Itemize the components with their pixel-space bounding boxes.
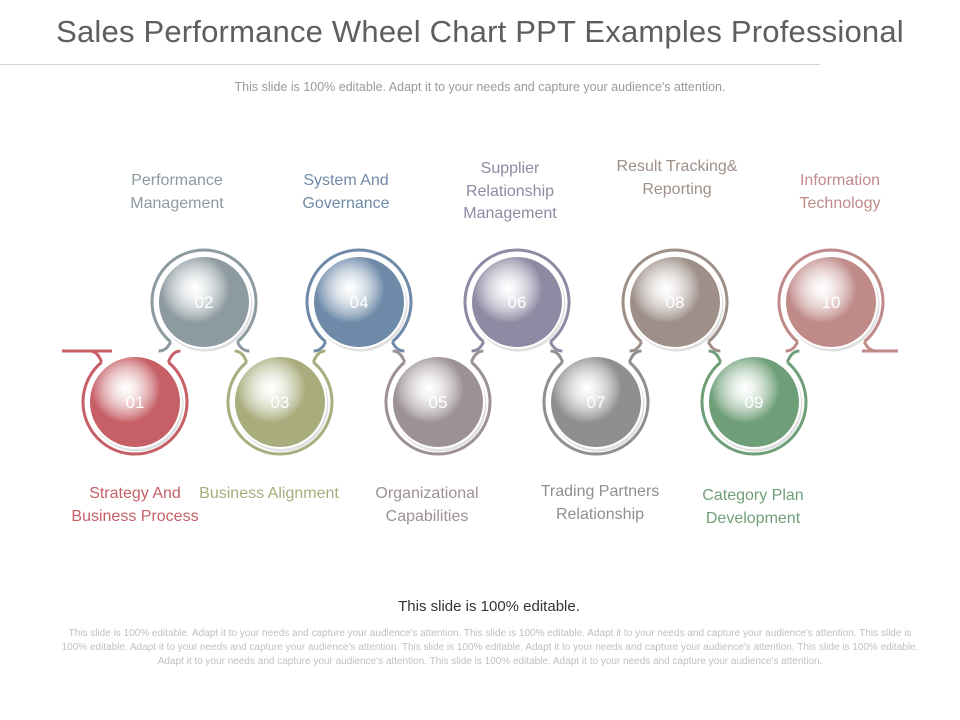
step-10: 10 bbox=[777, 248, 885, 353]
step-connector bbox=[549, 341, 563, 353]
step-03: 03 bbox=[226, 349, 334, 456]
step-ring bbox=[542, 361, 650, 456]
step-number: 08 bbox=[666, 293, 685, 312]
step-connector bbox=[550, 349, 565, 363]
step-label-07: Trading Partners Relationship bbox=[540, 483, 660, 523]
slide-subtitle: This slide is 100% editable. Adapt it to… bbox=[234, 80, 726, 94]
step-number: 09 bbox=[745, 393, 764, 412]
step-connector bbox=[234, 349, 249, 363]
step-label-02: Performance Management bbox=[130, 172, 224, 212]
step-disc bbox=[472, 257, 562, 347]
step-connector bbox=[166, 349, 181, 363]
step-09: 09 bbox=[700, 349, 808, 456]
step-ring bbox=[226, 361, 334, 456]
step-disc bbox=[393, 357, 483, 447]
step-connector bbox=[311, 349, 326, 363]
step-connector bbox=[391, 341, 405, 353]
step-ring bbox=[700, 361, 808, 456]
footer-text: This slide is 100% editable. Adapt it to… bbox=[61, 628, 919, 667]
step-disc bbox=[90, 357, 180, 447]
step-ring bbox=[81, 361, 189, 456]
step-label-10: Information Technology bbox=[799, 172, 881, 212]
step-number: 05 bbox=[429, 393, 448, 412]
step-ring bbox=[305, 248, 413, 343]
step-number: 04 bbox=[350, 293, 369, 312]
editable-note: This slide is 100% editable. bbox=[398, 598, 580, 615]
step-02: 02 bbox=[150, 248, 258, 353]
step-04: 04 bbox=[305, 248, 413, 353]
step-number: 02 bbox=[195, 293, 214, 312]
step-disc bbox=[551, 357, 641, 447]
step-connector bbox=[785, 341, 799, 353]
step-label-04: System And Governance bbox=[302, 172, 390, 212]
step-01: 01 bbox=[81, 349, 189, 456]
step-connector bbox=[707, 341, 721, 353]
step-ring bbox=[621, 248, 729, 343]
step-ring bbox=[463, 248, 571, 343]
step-label-03: Business Alignment bbox=[199, 485, 339, 502]
step-05: 05 bbox=[384, 349, 492, 456]
step-disc bbox=[630, 257, 720, 347]
step-connector bbox=[158, 341, 172, 353]
step-connector bbox=[236, 341, 250, 353]
step-number: 06 bbox=[508, 293, 527, 312]
step-08: 08 bbox=[621, 248, 729, 353]
step-disc bbox=[709, 357, 799, 447]
step-label-09: Category Plan Development bbox=[702, 487, 804, 527]
step-disc bbox=[314, 257, 404, 347]
step-connector bbox=[89, 349, 104, 363]
step-connector bbox=[627, 349, 642, 363]
step-connector bbox=[469, 349, 484, 363]
step-label-01: Strategy And Business Process bbox=[71, 485, 199, 525]
step-connector bbox=[471, 341, 485, 353]
step-ring bbox=[777, 248, 885, 343]
step-connector bbox=[629, 341, 643, 353]
step-disc bbox=[159, 257, 249, 347]
step-connector bbox=[313, 341, 327, 353]
step-connector bbox=[785, 349, 800, 363]
slide-title: Sales Performance Wheel Chart PPT Exampl… bbox=[56, 14, 904, 49]
step-ring bbox=[150, 248, 258, 343]
step-number: 03 bbox=[271, 393, 290, 412]
step-connector bbox=[392, 349, 407, 363]
step-label-05: Organizational Capabilities bbox=[375, 485, 479, 525]
step-07: 07 bbox=[542, 349, 650, 456]
step-label-06: Supplier Relationship Management bbox=[463, 160, 557, 222]
step-disc bbox=[786, 257, 876, 347]
step-ring bbox=[384, 361, 492, 456]
title-divider bbox=[0, 64, 820, 65]
step-number: 10 bbox=[822, 293, 841, 312]
step-number: 01 bbox=[126, 393, 145, 412]
step-06: 06 bbox=[463, 248, 571, 353]
step-disc bbox=[235, 357, 325, 447]
step-label-08: Result Tracking& Reporting bbox=[616, 158, 738, 198]
step-number: 07 bbox=[587, 393, 606, 412]
step-connector bbox=[708, 349, 723, 363]
